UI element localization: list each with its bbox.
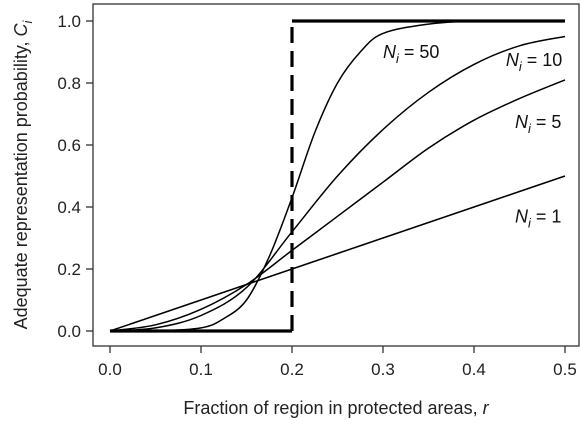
series-line-n-10 — [109, 35, 566, 332]
series-annotation: Ni = 10 — [506, 50, 562, 74]
y-tick-label: 0.8 — [57, 74, 81, 93]
ticks-layer: 0.0 0.1 0.2 0.3 0.4 0.5 0.0 0.2 0.4 0.6 0.8 1.0 — [57, 12, 576, 379]
x-tick-label: 0.5 — [553, 360, 577, 379]
y-axis-title: Adequate representation probability, Ci — [11, 20, 35, 330]
plot-frame — [92, 3, 580, 347]
x-tick-label: 0.0 — [98, 360, 122, 379]
series-annotation: Ni = 50 — [383, 42, 439, 66]
y-tick-label: 0.4 — [57, 198, 81, 217]
y-tick-label: 0.0 — [57, 322, 81, 341]
x-axis-title: Fraction of region in protected areas, r — [183, 398, 489, 418]
series-line-n-1 — [109, 175, 566, 332]
x-tick-label: 0.4 — [462, 360, 486, 379]
y-tick-label: 1.0 — [57, 12, 81, 31]
series-line-n-5 — [109, 79, 566, 332]
series-layer — [109, 19, 566, 333]
y-tick-label: 0.6 — [57, 136, 81, 155]
x-tick-label: 0.2 — [280, 360, 304, 379]
x-tick-label: 0.3 — [371, 360, 395, 379]
y-tick-label: 0.2 — [57, 260, 81, 279]
annotation-layer: Ni = 50 Ni = 10 Ni = 5 Ni = 1 — [383, 42, 562, 230]
series-annotation: Ni = 1 — [515, 207, 561, 231]
x-tick-label: 0.1 — [189, 360, 213, 379]
series-annotation: Ni = 5 — [515, 112, 561, 136]
